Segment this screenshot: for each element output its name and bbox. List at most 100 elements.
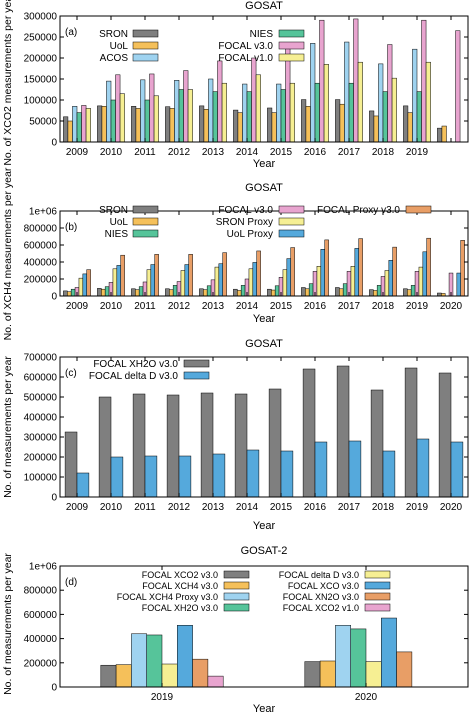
x-tick-label: 2016 [304,502,327,513]
bar [234,393,248,498]
y-tick-label: 300000 [24,433,58,444]
bar [396,651,413,688]
bar [98,396,112,498]
y-tick-label: 0 [51,683,57,694]
bar [319,660,336,688]
bar [335,625,351,688]
bar [112,268,118,297]
chart-panel-2: GOSAT Year No. of XCH4 measurements per ye… [2,167,469,340]
bar [407,289,412,297]
legend-label: FOCAL XCH4 Proxy v3.0 [117,592,218,602]
bar [207,675,224,688]
bar [301,287,306,297]
legend-label: FOCAL v3.0 [218,205,273,216]
y-tick-label: 250000 [24,33,58,44]
bar [217,60,223,143]
y-tick-label: 150000 [24,75,58,86]
x-tick-label: 2020 [440,502,463,513]
bar [282,269,288,297]
chart-panel-1: GOSAT Year No. of XCO2 measurements per ye… [2,0,469,170]
bar [358,238,363,297]
bar [255,74,261,143]
bar [144,455,158,498]
legend-swatch [405,205,432,214]
bar [161,663,178,688]
y-tick-label: 200000 [24,275,58,286]
x-tick-label: 2015 [270,301,293,312]
bar [169,108,175,143]
legend-label: FOCAL XH2O v3.0 [93,359,178,370]
chart-title: GOSAT-2 [241,545,288,557]
bar [203,289,208,297]
x-tick-label: 2011 [134,147,156,158]
bar [426,237,431,297]
y-tick-label: 200000 [24,658,58,669]
bar [323,64,329,143]
bar [403,288,408,297]
bar [286,258,291,297]
y-tick-label: 50000 [29,117,57,128]
y-tick-label: 400000 [24,634,58,645]
bar [335,287,340,297]
y-tick-label: 700000 [24,353,58,364]
legend-swatch [183,359,210,368]
legend-swatch [223,581,250,590]
y-tick-label: 500000 [24,393,58,404]
bar [183,70,189,143]
bar [132,393,146,498]
bar [188,254,193,297]
bar [82,273,87,297]
legend-swatch [132,229,159,238]
bar [119,93,125,143]
bar [267,288,272,297]
bar [138,286,144,297]
legend-label: SRON [99,29,128,40]
x-tick-label: 2012 [168,502,191,513]
bar [391,77,397,143]
bar [339,288,344,297]
bar [208,78,214,143]
bar [67,291,72,297]
x-tick-label: 2019 [406,147,429,158]
bar [199,105,205,143]
bars [63,237,465,297]
x-tick-label: 2010 [100,502,123,513]
bar [115,664,132,688]
bar [407,112,413,143]
bar [290,247,295,297]
legend-swatch [364,603,391,612]
bar [267,107,273,143]
y-tick-label: 0 [51,138,57,149]
y-tick-label: 800000 [24,586,58,597]
bar [187,89,193,143]
bar [174,80,180,143]
y-tick-label: 100000 [24,96,58,107]
bar [251,57,257,143]
bar [221,82,227,143]
legend-swatch [183,371,210,380]
legend-label: FOCAL delta D v3.0 [89,371,179,382]
panel-label: (b) [65,222,77,233]
bar [376,285,382,297]
y-axis-label: No. of XCO2 measurements per year [2,0,14,166]
bar [320,249,325,297]
chart-title: GOSAT [245,0,283,12]
legend-swatch [278,41,305,50]
bar [350,628,367,688]
y-tick-label: 1e+06 [29,207,58,218]
bar [252,262,257,297]
y-tick-label: 800000 [24,224,58,235]
bar [233,109,239,143]
bar [410,285,416,297]
bar [412,48,418,143]
x-axis-label: Year [253,520,276,532]
bar [392,246,397,297]
bar [104,286,110,297]
bar [153,95,159,143]
legend-swatch [278,29,305,38]
x-tick-label: 2009 [66,147,89,158]
